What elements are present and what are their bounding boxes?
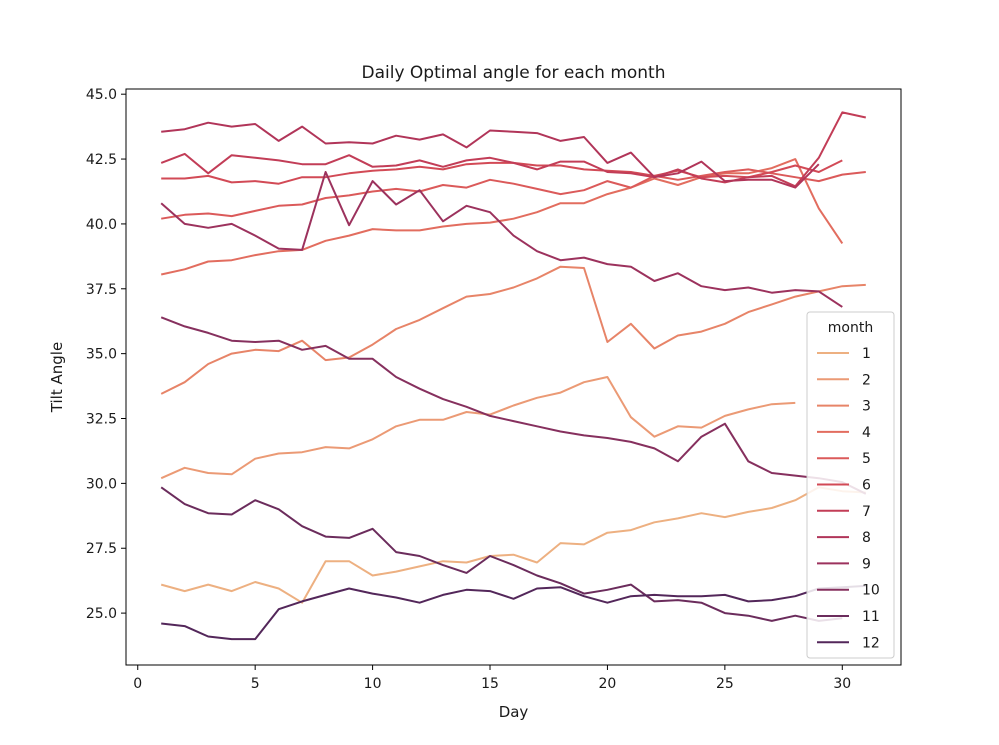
legend-label-2: 2 [862,372,871,388]
x-tick-label: 10 [364,676,382,692]
series-line-10 [160,316,867,495]
y-tick-label: 40.0 [86,217,117,233]
x-tick-label: 25 [716,676,734,692]
series-line-3 [160,265,866,395]
y-tick-label: 25.0 [86,606,117,622]
legend-label-6: 6 [862,478,871,494]
legend-box [806,311,895,659]
y-tick-label: 32.5 [86,412,117,428]
series-line-8 [161,121,820,189]
legend-title: month [828,320,873,336]
series-line-2 [160,376,796,480]
legend-label-12: 12 [862,635,880,651]
series-line-1 [160,486,866,604]
legend-label-11: 11 [862,609,880,625]
legend-label-5: 5 [862,451,871,467]
y-tick-label: 42.5 [86,152,117,168]
series-layer [160,111,867,641]
plot-frame [125,88,902,666]
y-tick-label: 27.5 [86,541,117,557]
chart-title: Daily Optimal angle for each month [361,63,665,83]
legend-label-1: 1 [862,346,871,362]
x-tick-label: 20 [599,676,617,692]
legend-label-3: 3 [862,399,871,415]
x-tick-label: 30 [833,676,851,692]
y-tick-label: 45.0 [86,87,117,103]
series-line-6 [161,159,843,185]
series-line-12 [161,584,866,641]
series-line-11 [160,486,843,622]
y-axis: 25.0 27.5 30.0 32.5 35.0 37.5 40.0 42.5 45.0 [86,87,126,622]
series-line-4 [160,158,844,276]
x-tick-label: 0 [133,676,142,692]
x-tick-label: 5 [251,676,260,692]
legend-label-4: 4 [862,425,871,441]
y-axis-label: Tilt Angle [48,342,66,413]
x-axis-label: Day [499,703,529,721]
series-line-7 [160,111,867,188]
legend-label-7: 7 [862,504,871,520]
y-tick-label: 37.5 [86,282,117,298]
y-tick-label: 30.0 [86,476,117,492]
series-line-5 [161,168,866,220]
legend-label-9: 9 [862,556,871,572]
legend-label-8: 8 [862,530,871,546]
x-axis: 0 5 10 15 20 25 30 [133,665,851,692]
x-tick-label: 15 [481,676,499,692]
y-tick-label: 35.0 [86,347,117,363]
series-line-9 [160,171,843,308]
legend-label-10: 10 [862,583,880,599]
